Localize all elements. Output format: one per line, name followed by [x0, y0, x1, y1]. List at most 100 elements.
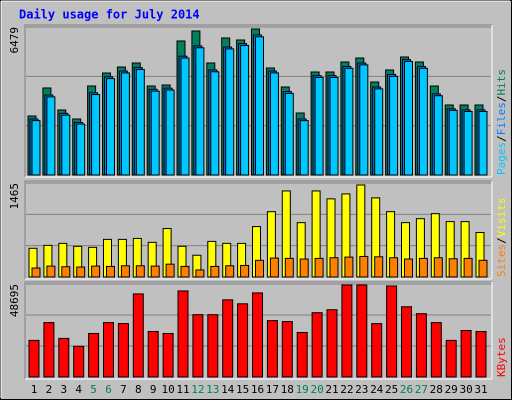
bar [58, 337, 70, 378]
bar [135, 68, 145, 176]
x-tick-label: 4 [75, 383, 82, 396]
bar [266, 320, 278, 378]
bar [106, 265, 115, 278]
bar [430, 322, 442, 378]
x-tick-label: 15 [236, 383, 249, 396]
bar [222, 299, 234, 378]
x-tick-label: 2 [46, 383, 53, 396]
bar [177, 290, 189, 378]
x-tick-label: 7 [120, 383, 127, 396]
y-tick-label: 1465 [8, 183, 21, 210]
bar [389, 75, 399, 176]
bar [61, 266, 71, 278]
x-tick-label: 21 [325, 383, 338, 396]
bar [299, 258, 309, 278]
legend: Sites/Visits [495, 198, 508, 278]
bar [240, 264, 250, 278]
bar [120, 72, 130, 176]
x-tick-label: 6 [105, 383, 112, 396]
bar [311, 312, 323, 378]
x-tick-label: 25 [385, 383, 398, 396]
bar [296, 331, 308, 378]
x-tick-label: 14 [221, 383, 235, 396]
legend-entry: Sites [495, 244, 508, 277]
bar [359, 64, 369, 176]
bar [225, 265, 235, 278]
chart-title: Daily usage for July 2014 [19, 8, 200, 22]
legend-separator: / [495, 96, 508, 103]
bar [374, 88, 384, 176]
bar [76, 123, 86, 176]
bar [326, 309, 338, 378]
legend-separator: / [495, 135, 508, 142]
bar [475, 330, 487, 378]
bar [31, 120, 41, 176]
legend: KBytes [495, 337, 508, 377]
bar [341, 284, 353, 378]
bar [281, 321, 293, 378]
bar [210, 265, 220, 278]
bar [418, 257, 428, 278]
x-tick-label: 22 [340, 383, 353, 396]
x-tick-label: 9 [150, 383, 157, 396]
bar [46, 96, 56, 176]
bar [433, 257, 443, 278]
bar [359, 255, 369, 278]
bar [150, 90, 160, 176]
bar [207, 314, 219, 378]
bar [180, 265, 190, 278]
x-tick-label: 30 [459, 383, 472, 396]
bar [460, 329, 472, 378]
bar [269, 257, 279, 278]
x-tick-label: 12 [191, 383, 204, 396]
bar [404, 258, 413, 278]
bar [73, 345, 85, 378]
x-tick-label: 31 [474, 383, 487, 396]
bar [150, 265, 160, 278]
x-tick-label: 26 [400, 383, 413, 396]
bar [165, 89, 175, 176]
x-tick-label: 11 [176, 383, 189, 396]
bar [433, 95, 443, 176]
x-tick-label: 28 [430, 383, 443, 396]
bar [284, 92, 294, 176]
bar [299, 120, 309, 176]
bar [88, 332, 100, 378]
x-tick-label: 19 [296, 383, 309, 396]
bar [418, 67, 428, 176]
bar [225, 48, 235, 176]
bar [91, 265, 101, 278]
bar [445, 339, 457, 378]
bar [401, 306, 412, 378]
y-tick-label: 48695 [8, 284, 21, 317]
bar [147, 330, 159, 378]
bar [314, 257, 324, 278]
bar [91, 94, 101, 176]
legend-entry: Hits [495, 69, 508, 96]
bar [120, 265, 130, 278]
x-tick-label: 18 [281, 383, 294, 396]
bar [117, 323, 129, 378]
bar [269, 72, 279, 176]
x-tick-label: 20 [310, 383, 323, 396]
bar [106, 78, 115, 176]
x-tick-label: 13 [206, 383, 219, 396]
bar [463, 257, 473, 278]
bar [356, 284, 368, 378]
x-tick-label: 16 [251, 383, 264, 396]
x-tick-label: 10 [161, 383, 174, 396]
bar [180, 57, 190, 176]
bar [210, 71, 220, 176]
bar [76, 266, 86, 278]
legend: Pages/Files/Hits [495, 69, 508, 175]
bar [195, 47, 205, 176]
bar [252, 292, 263, 378]
bar [237, 303, 249, 378]
x-tick-label: 29 [445, 383, 458, 396]
bar [195, 269, 205, 278]
bar [478, 259, 488, 278]
bar [374, 256, 384, 278]
bar [329, 257, 339, 278]
bar [255, 259, 264, 278]
